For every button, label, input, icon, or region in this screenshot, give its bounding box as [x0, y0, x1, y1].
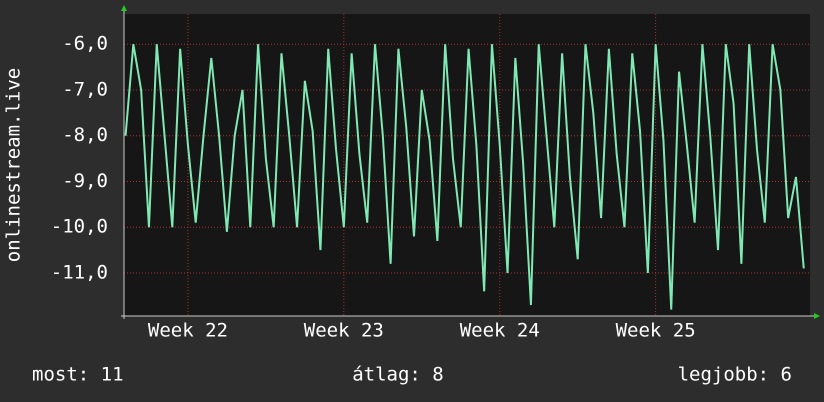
footer-stat: legjobb: 6	[678, 364, 792, 386]
y-tick-label: -6,0	[62, 33, 108, 55]
y-axis-label: onlinestream.live	[3, 68, 25, 262]
footer-stat: most: 11	[32, 364, 124, 386]
y-tick-label: -9,0	[62, 170, 108, 192]
footer-stat: átlag: 8	[352, 364, 444, 386]
x-tick-label: Week 22	[148, 320, 228, 342]
y-tick-label: -10,0	[51, 216, 108, 238]
data-line	[124, 44, 805, 310]
x-tick-label: Week 24	[460, 320, 540, 342]
plot-area	[124, 14, 810, 316]
x-tick-label: Week 23	[304, 320, 384, 342]
axis-arrow	[814, 313, 820, 319]
x-tick-label: Week 25	[616, 320, 696, 342]
y-tick-label: -7,0	[62, 78, 108, 100]
axis-arrow	[121, 5, 127, 11]
y-tick-label: -11,0	[51, 261, 108, 283]
y-tick-label: -8,0	[62, 124, 108, 146]
